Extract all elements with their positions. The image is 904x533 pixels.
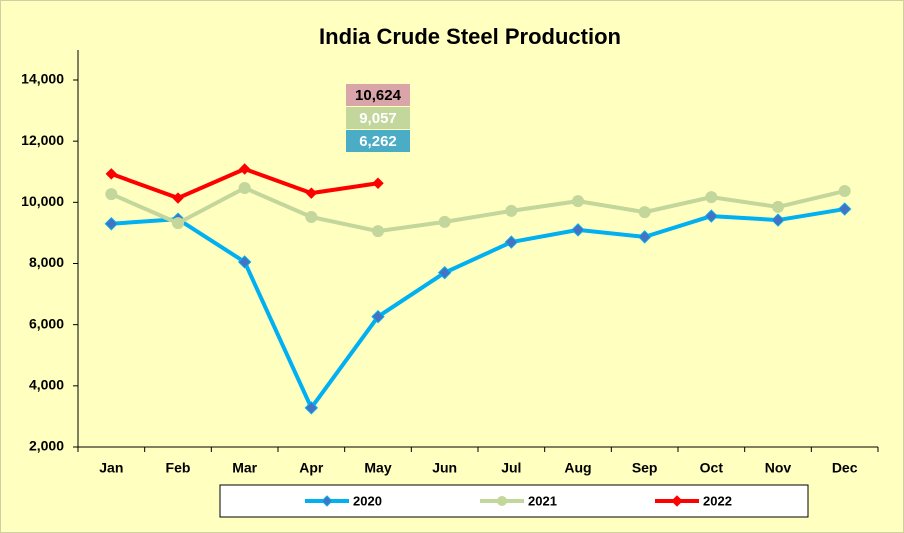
legend-label: 2022 xyxy=(703,493,732,508)
marker xyxy=(505,204,518,217)
marker xyxy=(704,209,719,223)
y-tick-label: 2,000 xyxy=(29,438,64,454)
data-label: 6,262 xyxy=(359,133,397,150)
marker xyxy=(172,217,184,230)
marker xyxy=(637,230,652,244)
marker xyxy=(504,235,519,249)
marker xyxy=(497,496,507,506)
x-tick-label: Dec xyxy=(832,460,858,476)
data-label-box xyxy=(346,130,410,152)
marker xyxy=(772,200,784,213)
x-tick-label: Sep xyxy=(632,460,658,476)
y-tick-label: 12,000 xyxy=(21,132,64,148)
marker xyxy=(238,163,251,175)
marker xyxy=(771,213,785,227)
marker xyxy=(104,217,119,231)
legend-label: 2021 xyxy=(528,493,557,508)
y-tick-label: 10,000 xyxy=(21,193,64,209)
marker xyxy=(305,187,318,199)
x-tick-label: Jun xyxy=(432,460,457,476)
marker xyxy=(172,192,184,204)
data-label-box xyxy=(346,84,410,106)
marker xyxy=(371,309,385,324)
marker xyxy=(437,265,452,280)
marker xyxy=(304,401,319,415)
marker xyxy=(438,215,451,228)
marker xyxy=(838,185,851,198)
x-tick-label: Aug xyxy=(564,460,591,476)
x-tick-label: Nov xyxy=(765,460,792,476)
y-tick-label: 4,000 xyxy=(29,377,64,393)
x-tick-label: Apr xyxy=(299,460,324,476)
marker xyxy=(705,191,718,204)
marker xyxy=(238,181,251,194)
marker xyxy=(837,202,852,216)
marker xyxy=(571,223,585,237)
marker xyxy=(237,255,252,269)
marker xyxy=(638,206,651,219)
x-tick-label: Jan xyxy=(99,460,123,476)
y-tick-label: 8,000 xyxy=(29,254,64,270)
x-tick-label: Feb xyxy=(166,460,191,476)
data-label: 9,057 xyxy=(359,110,397,127)
marker xyxy=(572,195,584,208)
x-tick-label: Mar xyxy=(232,460,257,476)
chart-title: India Crude Steel Production xyxy=(319,24,621,49)
marker xyxy=(321,495,333,507)
marker xyxy=(105,168,118,180)
marker xyxy=(305,211,318,224)
marker xyxy=(671,495,683,507)
x-tick-label: Oct xyxy=(700,460,724,476)
y-tick-label: 14,000 xyxy=(21,71,64,87)
data-label: 10,624 xyxy=(355,87,402,104)
data-label-box xyxy=(346,107,410,129)
x-tick-label: Jul xyxy=(501,460,521,476)
series-line xyxy=(110,185,846,234)
y-tick-label: 6,000 xyxy=(29,315,64,331)
marker xyxy=(105,188,118,201)
series-line xyxy=(111,207,845,410)
marker xyxy=(372,177,384,189)
legend-label: 2020 xyxy=(353,493,382,508)
marker xyxy=(372,225,384,238)
x-tick-label: May xyxy=(364,460,391,476)
